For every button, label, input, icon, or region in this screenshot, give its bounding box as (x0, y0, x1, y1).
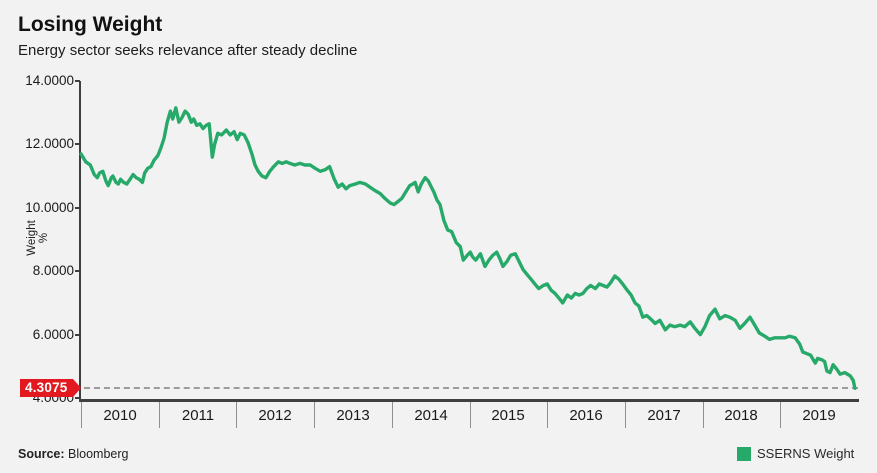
x-axis-line (79, 399, 859, 402)
y-axis-line (79, 81, 81, 402)
x-tick-mark (470, 402, 471, 428)
y-tick-label: 10.0000 (25, 199, 74, 215)
y-axis-title: Weight % (26, 220, 50, 256)
legend-swatch-icon (737, 446, 751, 461)
last-value-callout-badge: 4.3075 (20, 379, 80, 398)
x-tick-label: 2019 (802, 407, 836, 424)
x-tick-mark (314, 402, 315, 428)
y-tick-label: 8.0000 (32, 263, 74, 279)
last-value-leader-line (84, 387, 858, 390)
y-tick-mark (75, 270, 80, 273)
x-tick-mark (625, 402, 626, 428)
chart-subtitle: Energy sector seeks relevance after stea… (18, 42, 358, 59)
source-label: Source: (18, 447, 65, 461)
y-tick-mark (75, 143, 80, 146)
x-tick-label: 2011 (181, 407, 215, 424)
x-tick-mark (703, 402, 704, 428)
x-tick-mark (392, 402, 393, 428)
y-tick-mark (75, 333, 80, 336)
y-tick-label: 14.0000 (25, 73, 74, 88)
y-tick-mark (75, 206, 80, 209)
x-tick-mark (547, 402, 548, 428)
source-value: Bloomberg (68, 447, 129, 461)
x-tick-mark (780, 402, 781, 428)
x-tick-mark (81, 402, 82, 428)
y-tick-mark (75, 397, 80, 399)
x-tick-label: 2014 (414, 407, 448, 424)
source-note: Source: Bloomberg (18, 447, 128, 461)
x-tick-label: 2015 (491, 407, 525, 424)
x-tick-label: 2013 (336, 407, 370, 424)
y-tick-label: 6.0000 (32, 326, 74, 342)
x-tick-mark (236, 402, 237, 428)
x-tick-label: 2010 (103, 407, 137, 424)
x-tick-label: 2016 (569, 407, 603, 424)
x-tick-mark (159, 402, 160, 428)
x-tick-label: 2018 (724, 407, 758, 424)
x-tick-label: 2012 (258, 407, 292, 424)
y-tick-label: 12.0000 (25, 136, 74, 152)
y-tick-mark (75, 80, 80, 82)
legend-label: SSERNS Weight (757, 446, 855, 461)
x-tick-label: 2017 (647, 407, 681, 424)
chart-title: Losing Weight (18, 13, 163, 36)
legend: SSERNS Weight (737, 446, 854, 461)
